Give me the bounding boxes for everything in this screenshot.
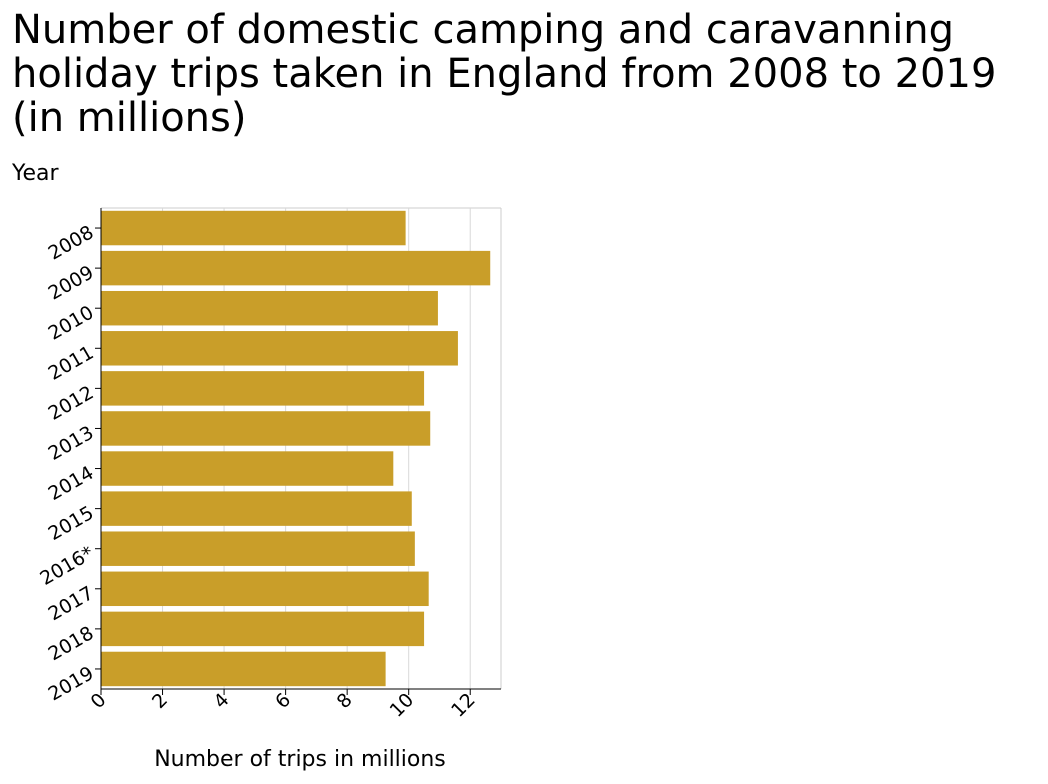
x-axis-title: Number of trips in millions [154, 747, 446, 772]
bar [101, 290, 438, 326]
bar [101, 210, 406, 246]
x-tick-label: 10 [386, 689, 419, 722]
y-tick-label: 2016* [36, 542, 97, 590]
y-tick-label: 2013 [45, 422, 98, 465]
y-tick-label: 2018 [45, 622, 98, 665]
y-tick-label: 2012 [45, 382, 98, 425]
x-tick-label: 2 [148, 689, 172, 713]
x-tick-label: 0 [86, 689, 110, 713]
chart-title: Number of domestic camping and caravanni… [12, 7, 997, 141]
y-tick-label: 2014 [45, 462, 98, 505]
bar [101, 411, 431, 446]
bar [101, 531, 415, 566]
bar [101, 571, 429, 607]
y-tick-label: 2010 [45, 301, 98, 344]
y-tick-label: 2017 [45, 582, 98, 625]
bars [101, 210, 491, 687]
y-tick-label: 2009 [45, 261, 98, 304]
gridlines [101, 207, 502, 689]
y-tick-label: 2008 [45, 221, 98, 264]
bar [101, 371, 425, 406]
y-tick-label: 2015 [45, 502, 98, 545]
bar [101, 611, 425, 647]
x-tick-label: 4 [210, 689, 234, 713]
bar [101, 331, 458, 366]
x-tick-label: 8 [333, 689, 357, 713]
y-axis-title: Year [11, 161, 60, 186]
y-tick-label: 2011 [45, 342, 98, 385]
bar [101, 250, 491, 286]
bar [101, 451, 394, 486]
x-tick-label: 6 [271, 689, 295, 713]
bar [101, 651, 386, 687]
x-tick-label: 12 [447, 689, 480, 722]
bar [101, 491, 412, 526]
